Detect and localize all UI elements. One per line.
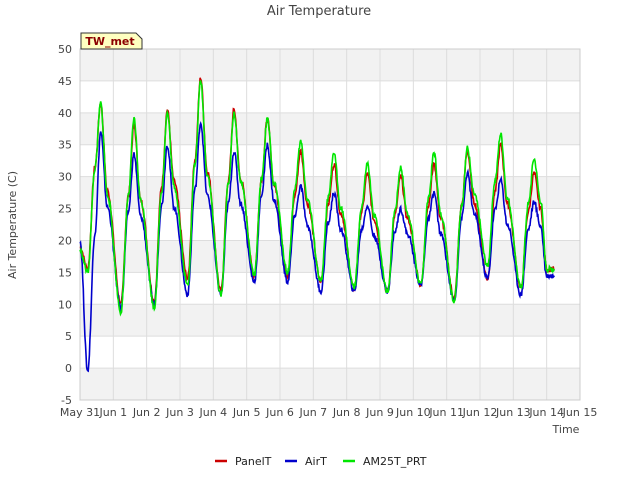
x-tick-label: Jun 10: [395, 406, 431, 419]
legend-label-am25t_prt: AM25T_PRT: [363, 455, 427, 468]
x-tick-label: Jun 13: [495, 406, 531, 419]
station-badge-box: [80, 32, 143, 50]
y-tick-label: 30: [58, 171, 72, 184]
x-tick-label: Jun 5: [232, 406, 261, 419]
y-tick-label: 45: [58, 75, 72, 88]
station-badge-label: TW_met: [85, 35, 134, 48]
y-tick-label: 35: [58, 139, 72, 152]
station-badge: TW_met: [80, 32, 143, 50]
x-axis-label: Time: [552, 423, 580, 436]
x-tick-label: Jun 12: [462, 406, 498, 419]
x-tick-label: Jun 6: [265, 406, 294, 419]
chart-title: Air Temperature: [267, 4, 371, 19]
legend: PanelT AirT AM25T_PRT: [215, 455, 427, 468]
x-tick-label: Jun 2: [132, 406, 161, 419]
plot-frame: [79, 48, 581, 401]
y-tick-label: 25: [58, 203, 72, 216]
grid-lines: [79, 48, 581, 401]
x-tick-label: Jun 9: [365, 406, 394, 419]
x-tick-label: Jun 1: [98, 406, 127, 419]
y-tick-label: -5: [61, 394, 72, 407]
background-bands: [80, 49, 580, 400]
x-axis-ticks: May 31 Jun 1 Jun 2 Jun 3 Jun 4 Jun 5 Jun 6 Jun …: [60, 406, 597, 419]
x-tick-label: Jun 8: [332, 406, 361, 419]
x-tick-label: Jun 7: [298, 406, 327, 419]
x-tick-label: May 31: [60, 406, 100, 419]
x-tick-label: Jun 3: [165, 406, 194, 419]
y-tick-label: 15: [58, 266, 72, 279]
y-tick-label: 50: [58, 43, 72, 56]
shaded-band: [80, 368, 580, 400]
series-line-am25t_prt: [79, 79, 556, 317]
y-tick-label: 20: [58, 234, 72, 247]
legend-label-panelt: PanelT: [235, 455, 272, 468]
x-tick-label: Jun 15: [562, 406, 598, 419]
x-tick-label: Jun 11: [428, 406, 464, 419]
shaded-band: [80, 304, 580, 337]
y-tick-label: 40: [58, 107, 72, 120]
y-tick-label: 0: [65, 362, 72, 375]
y-axis-label: Air Temperature (C): [6, 171, 19, 279]
shaded-band: [80, 240, 580, 273]
y-axis-ticks: -5 0 5 10 15 20 25 30 35 40 45 50: [58, 43, 72, 407]
shaded-band: [80, 112, 580, 145]
x-tick-label: Jun 14: [528, 406, 564, 419]
y-tick-label: 10: [58, 298, 72, 311]
legend-label-airt: AirT: [305, 455, 327, 468]
y-tick-label: 5: [65, 330, 72, 343]
shaded-band: [80, 49, 580, 81]
series-lines: [79, 77, 556, 373]
x-tick-label: Jun 4: [198, 406, 227, 419]
